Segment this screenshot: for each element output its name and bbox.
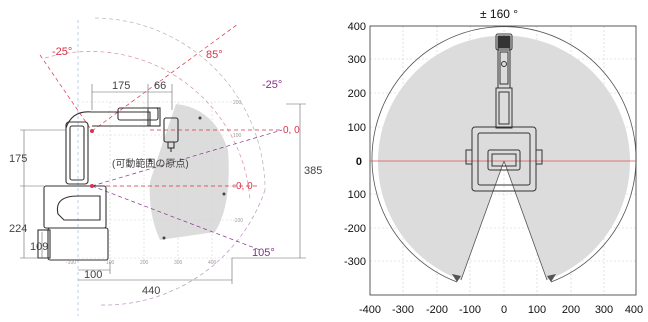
small-xtick-400: 400 xyxy=(208,260,217,266)
ytick-200: 200 xyxy=(348,88,366,100)
robot-top-drawing xyxy=(465,33,543,192)
ytick-0: 0 xyxy=(356,156,362,168)
purple-line-down xyxy=(91,185,261,251)
arc-arrow-left xyxy=(452,274,461,282)
ytick-neg200: -200 xyxy=(344,223,366,235)
dim-left-109: 109 xyxy=(30,241,48,253)
rotation-label: ± 160 ° xyxy=(480,7,518,21)
limit-line-right xyxy=(503,160,548,281)
red-line-left xyxy=(39,54,93,132)
reach-dot-1 xyxy=(198,116,202,120)
xtick-300: 300 xyxy=(595,304,613,316)
outer-arc xyxy=(94,17,266,191)
plot-frame xyxy=(369,25,637,296)
angle-neg25-red: -25° xyxy=(52,46,72,58)
small-tick-neg100: -100 xyxy=(233,218,243,224)
ytick-300: 300 xyxy=(348,54,366,66)
small-tick-100: 100 xyxy=(233,133,242,139)
lower-pivot-dot xyxy=(90,184,94,188)
xtick-neg200: -200 xyxy=(426,304,448,316)
point-lower-label: 0, 0 xyxy=(236,181,253,192)
xtick-100: 100 xyxy=(528,304,546,316)
dim-left-175: 175 xyxy=(9,153,27,165)
dim-right-385: 385 xyxy=(304,165,322,177)
ytick-neg300: -300 xyxy=(344,256,366,268)
reach-area xyxy=(149,104,229,240)
dimension-lines xyxy=(20,84,306,284)
dim-top-66: 66 xyxy=(154,80,166,92)
origin-dot xyxy=(148,158,152,162)
red-arc xyxy=(44,51,251,201)
small-xtick-200: 200 xyxy=(140,260,149,266)
dim-bottom-440: 440 xyxy=(142,285,160,297)
dim-bottom-100: 100 xyxy=(84,269,102,281)
xtick-400: 400 xyxy=(625,304,643,316)
dim-top-175: 175 xyxy=(112,80,130,92)
small-xtick-neg100: -100 xyxy=(66,260,76,266)
dim-left-224: 224 xyxy=(9,223,27,235)
small-tick-0: 0 xyxy=(233,184,236,190)
right-top-view: ± 160 ° 400 300 200 100 0 100 -200 -300 … xyxy=(344,7,643,316)
left-side-view: 175 66 175 224 109 100 440 385 -25° 85° … xyxy=(9,17,322,316)
rotation-arc xyxy=(371,26,637,283)
small-xtick-100: 100 xyxy=(106,260,115,266)
upper-pivot-dot xyxy=(90,129,94,133)
ytick-100: 100 xyxy=(348,122,366,134)
arc-arrow-right xyxy=(547,274,556,282)
xtick-neg300: -300 xyxy=(392,304,414,316)
limit-line-left xyxy=(460,160,505,281)
robot-arm-drawing xyxy=(37,107,179,261)
ytick-400: 400 xyxy=(348,21,366,33)
angle-105: 105° xyxy=(252,247,275,259)
point-upper-label: 0, 0 xyxy=(283,125,300,136)
xtick-neg400: -400 xyxy=(359,304,381,316)
small-tick-200: 200 xyxy=(233,100,242,106)
xtick-neg100: -100 xyxy=(459,304,481,316)
angle-85: 85° xyxy=(206,49,223,61)
range-fill xyxy=(377,35,631,280)
purple-line-up xyxy=(91,129,283,187)
origin-label: (可動範囲の原点) xyxy=(112,157,189,170)
ytick-neg100: 100 xyxy=(348,189,366,201)
red-line-right xyxy=(91,23,239,132)
reach-dot-2 xyxy=(222,192,226,196)
xtick-200: 200 xyxy=(562,304,580,316)
angle-neg25-purple: -25° xyxy=(262,79,282,91)
small-xtick-300: 300 xyxy=(174,260,183,266)
reach-dot-3 xyxy=(162,236,166,240)
purple-arc xyxy=(99,189,266,306)
xtick-0: 0 xyxy=(501,304,507,316)
